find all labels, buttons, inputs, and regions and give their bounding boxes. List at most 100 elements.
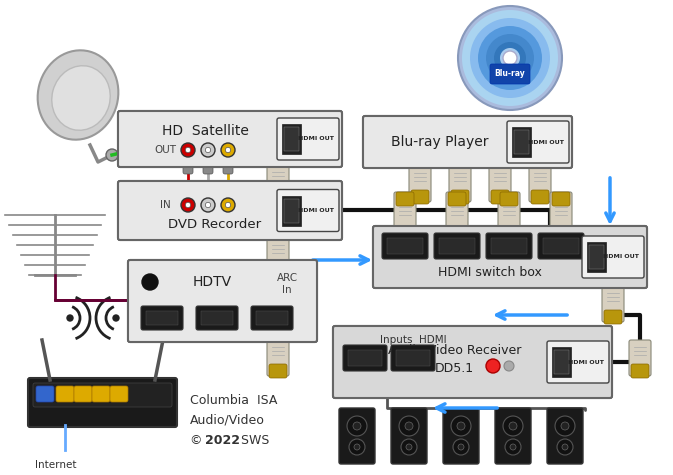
Text: ARC: ARC [277,273,297,283]
Polygon shape [491,238,527,254]
FancyBboxPatch shape [33,383,172,407]
Circle shape [221,143,235,157]
Polygon shape [552,347,571,377]
FancyBboxPatch shape [373,226,647,288]
Polygon shape [512,127,531,157]
Text: ARC: ARC [277,273,297,283]
Polygon shape [439,238,475,254]
FancyBboxPatch shape [434,233,480,259]
Text: 2022: 2022 [205,434,240,446]
Polygon shape [589,245,604,269]
FancyBboxPatch shape [277,190,339,231]
FancyBboxPatch shape [495,408,531,464]
Circle shape [201,143,215,157]
Circle shape [347,416,367,436]
FancyBboxPatch shape [538,233,584,259]
Text: OUT: OUT [154,145,176,155]
Circle shape [181,143,195,157]
FancyBboxPatch shape [582,236,644,278]
FancyBboxPatch shape [391,345,435,371]
Circle shape [205,202,211,208]
Text: DD5.1: DD5.1 [435,361,474,374]
FancyBboxPatch shape [269,312,287,326]
FancyBboxPatch shape [277,118,339,160]
Polygon shape [282,124,301,154]
FancyBboxPatch shape [538,233,584,259]
Polygon shape [201,311,233,325]
Polygon shape [439,238,475,254]
Circle shape [181,198,195,212]
FancyBboxPatch shape [486,233,532,259]
FancyBboxPatch shape [118,111,342,167]
Text: HDMI OUT: HDMI OUT [603,255,639,259]
FancyBboxPatch shape [201,142,215,166]
FancyBboxPatch shape [550,192,572,228]
Circle shape [458,6,562,110]
Circle shape [225,147,231,152]
Text: In: In [602,237,612,247]
FancyBboxPatch shape [196,306,238,330]
Polygon shape [491,238,527,254]
Circle shape [505,53,515,63]
Circle shape [458,444,464,450]
Circle shape [555,416,575,436]
Circle shape [205,147,211,152]
FancyBboxPatch shape [582,236,644,278]
Circle shape [486,359,500,373]
Circle shape [503,51,517,65]
Polygon shape [256,311,288,325]
Circle shape [181,143,195,157]
FancyBboxPatch shape [604,310,622,324]
FancyBboxPatch shape [339,408,375,464]
Text: HDTV: HDTV [193,275,232,289]
Polygon shape [282,196,301,226]
FancyBboxPatch shape [196,306,238,330]
FancyBboxPatch shape [201,181,215,205]
FancyBboxPatch shape [267,292,289,328]
FancyBboxPatch shape [394,192,416,228]
Circle shape [205,147,211,152]
FancyBboxPatch shape [183,201,193,213]
FancyBboxPatch shape [396,192,414,206]
Text: Audio/Video Receiver: Audio/Video Receiver [388,343,521,357]
Polygon shape [201,311,233,325]
Text: SWS: SWS [237,434,269,446]
Text: HDMI switch box: HDMI switch box [438,266,542,278]
FancyBboxPatch shape [489,166,511,202]
Polygon shape [256,311,288,325]
FancyBboxPatch shape [382,233,428,259]
Ellipse shape [38,50,118,140]
FancyBboxPatch shape [269,189,287,203]
Circle shape [142,274,158,290]
FancyBboxPatch shape [343,345,387,371]
Text: HD  Satellite: HD Satellite [162,124,248,138]
Text: In: In [282,285,292,295]
Circle shape [462,10,558,106]
Circle shape [353,422,361,430]
FancyBboxPatch shape [267,288,289,324]
Polygon shape [587,242,606,272]
FancyBboxPatch shape [391,408,427,464]
FancyBboxPatch shape [448,192,466,206]
FancyBboxPatch shape [181,142,195,166]
Circle shape [457,422,465,430]
Polygon shape [543,238,579,254]
FancyBboxPatch shape [382,233,428,259]
FancyBboxPatch shape [267,238,289,274]
FancyBboxPatch shape [363,116,572,168]
FancyBboxPatch shape [531,190,549,204]
FancyBboxPatch shape [552,192,570,206]
Circle shape [185,147,190,152]
FancyBboxPatch shape [446,192,468,228]
FancyBboxPatch shape [267,340,289,376]
Circle shape [221,198,235,212]
FancyBboxPatch shape [451,190,469,204]
FancyBboxPatch shape [277,190,339,231]
Circle shape [486,34,534,82]
Circle shape [106,149,118,161]
Text: IN: IN [160,200,170,210]
Circle shape [221,143,235,157]
Polygon shape [387,238,423,254]
Polygon shape [282,196,301,226]
Circle shape [406,444,412,450]
